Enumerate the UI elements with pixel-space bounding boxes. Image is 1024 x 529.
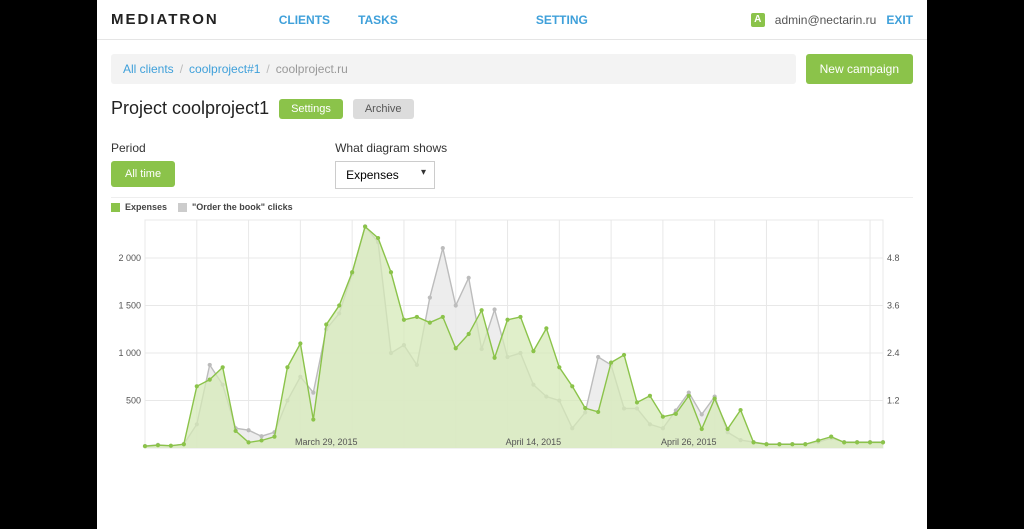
- nav-clients[interactable]: CLIENTS: [279, 13, 330, 27]
- title-row: Project coolproject1 Settings Archive: [111, 98, 913, 119]
- legend-swatch-clicks: [178, 203, 187, 212]
- legend-swatch-expenses: [111, 203, 120, 212]
- svg-text:2.4: 2.4: [887, 348, 900, 358]
- chart-legend: Expenses "Order the book" clicks: [111, 202, 293, 212]
- breadcrumb-sep: /: [180, 62, 183, 76]
- svg-text:April 26, 2015: April 26, 2015: [661, 437, 716, 447]
- header: MEDIATRON CLIENTS TASKS SETTING A admin@…: [97, 0, 927, 40]
- svg-text:1.2: 1.2: [887, 396, 900, 406]
- breadcrumb-sep: /: [266, 62, 269, 76]
- new-campaign-button[interactable]: New campaign: [806, 54, 913, 84]
- user-badge: A: [751, 13, 765, 27]
- breadcrumb-level2[interactable]: coolproject#1: [189, 62, 260, 76]
- header-right: A admin@nectarin.ru EXIT: [751, 13, 913, 27]
- period-button[interactable]: All time: [111, 161, 175, 187]
- chart-container: Expenses "Order the book" clicks 500 1 00…: [111, 197, 913, 462]
- metric-value: Expenses: [346, 168, 399, 182]
- legend-label-series2: "Order the book" clicks: [192, 202, 293, 212]
- svg-text:500: 500: [126, 396, 141, 406]
- svg-text:March 29, 2015: March 29, 2015: [295, 437, 357, 447]
- user-email[interactable]: admin@nectarin.ru: [775, 13, 877, 27]
- settings-button[interactable]: Settings: [279, 99, 343, 119]
- period-label: Period: [111, 141, 175, 155]
- controls: Period All time What diagram shows Expen…: [111, 141, 913, 189]
- main-nav: CLIENTS TASKS SETTING: [279, 13, 588, 27]
- svg-text:1 000: 1 000: [119, 348, 142, 358]
- metric-label: What diagram shows: [335, 141, 447, 155]
- chart: 500 1 000 1 500 2 000 1.2 2.4 3.6 4.8 March 29…: [111, 216, 913, 462]
- archive-button[interactable]: Archive: [353, 99, 414, 119]
- svg-text:4.8: 4.8: [887, 253, 900, 263]
- svg-text:1 500: 1 500: [119, 301, 142, 311]
- breadcrumb-root[interactable]: All clients: [123, 62, 174, 76]
- legend-label-series1: Expenses: [125, 202, 167, 212]
- page-title: Project coolproject1: [111, 98, 269, 119]
- metric-control: What diagram shows Expenses: [335, 141, 447, 189]
- breadcrumb: All clients / coolproject#1 / coolprojec…: [111, 54, 796, 84]
- exit-link[interactable]: EXIT: [886, 13, 913, 27]
- nav-setting[interactable]: SETTING: [536, 13, 588, 27]
- svg-text:2 000: 2 000: [119, 253, 142, 263]
- metric-select[interactable]: Expenses: [335, 161, 435, 189]
- breadcrumb-current: coolproject.ru: [276, 62, 348, 76]
- nav-tasks[interactable]: TASKS: [358, 13, 398, 27]
- logo: MEDIATRON: [111, 11, 219, 28]
- svg-text:3.6: 3.6: [887, 301, 900, 311]
- period-control: Period All time: [111, 141, 175, 189]
- svg-text:April 14, 2015: April 14, 2015: [506, 437, 561, 447]
- subbar: All clients / coolproject#1 / coolprojec…: [111, 54, 913, 84]
